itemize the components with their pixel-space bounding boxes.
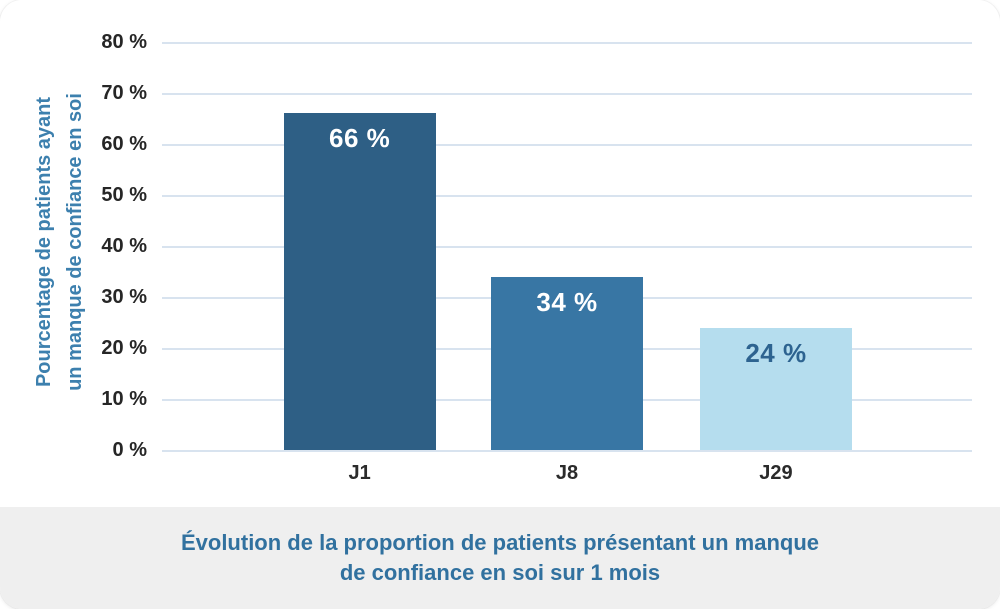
bar-value-label: 34 % — [536, 286, 598, 317]
gridline — [162, 246, 972, 248]
gridline — [162, 42, 972, 44]
y-axis-tick-label: 20 % — [101, 337, 147, 359]
bar-j8: 34 % — [491, 276, 643, 450]
x-axis-tick-label: J8 — [555, 462, 579, 484]
y-axis-tick-label: 40 % — [101, 235, 147, 257]
chart-caption-line2: de confiance en soi sur 1 mois — [339, 560, 661, 585]
bar-j29: 24 % — [699, 327, 852, 450]
x-axis-tick-label: J1 — [348, 462, 371, 484]
y-axis-tick-label: 70 % — [101, 82, 147, 104]
bar-j1: 66 % — [283, 113, 436, 450]
y-axis-tick-label: 10 % — [101, 388, 147, 410]
gridline — [162, 93, 972, 95]
chart-caption-line1: Évolution de la proportion de patients p… — [180, 530, 820, 555]
y-axis-tick-label: 0 % — [112, 439, 147, 461]
y-axis-tick-label: 60 % — [101, 133, 147, 155]
chart-caption: Évolution de la proportion de patients p… — [0, 507, 1000, 609]
y-axis-tick-label: 80 % — [101, 31, 147, 53]
plot-area: 66 % J1 34 % J8 24 % J29 — [162, 42, 972, 484]
bar-value-label: 24 % — [745, 337, 807, 368]
y-axis-ticks: 80 % 70 % 60 % 50 % 40 % 30 % 20 % 10 % 0 % — [0, 31, 147, 461]
x-axis-tick-label: J29 — [759, 462, 793, 484]
gridline — [162, 450, 972, 452]
bar-chart: Pourcentage de patients ayant un manque … — [0, 31, 972, 484]
y-axis-tick-label: 30 % — [101, 286, 147, 308]
gridline — [162, 195, 972, 197]
bar-value-label: 66 % — [328, 123, 391, 154]
gridline — [162, 144, 972, 146]
y-axis-tick-label: 50 % — [101, 184, 147, 206]
